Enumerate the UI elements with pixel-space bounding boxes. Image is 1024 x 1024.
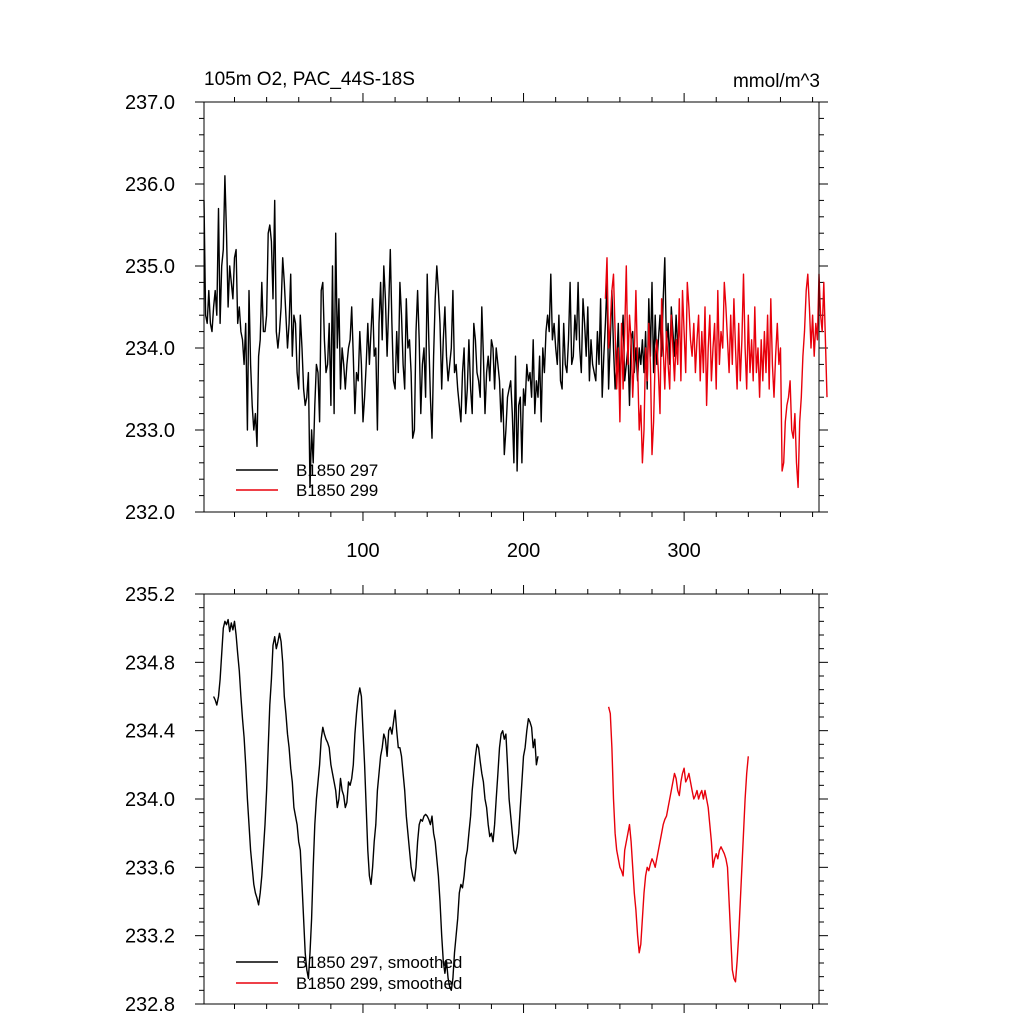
bottom-y-tick-labels: 232.8 233.2 233.6 234.0 234.4 234.8 235.2 (125, 584, 175, 1016)
top-legend: B1850 297 B1850 299 (236, 461, 378, 500)
series-line-1 (212, 618, 539, 991)
bottom-legend-label-1: B1850 297, smoothed (296, 953, 462, 972)
top-series-lines (203, 175, 828, 489)
x-tick-label: 200 (507, 540, 540, 562)
y-tick-label: 234.4 (125, 721, 175, 743)
y-tick-label: 234.0 (125, 338, 175, 360)
top-title: 105m O2, PAC_44S-18S (204, 69, 415, 90)
top-legend-label-1: B1850 297 (296, 461, 378, 480)
y-tick-label: 232.0 (125, 502, 175, 524)
x-tick-label: 300 (667, 540, 700, 562)
x-tick-label: 100 (346, 540, 379, 562)
y-tick-label: 233.0 (125, 420, 175, 442)
series-line-2 (607, 706, 749, 983)
y-tick-label: 234.8 (125, 652, 175, 674)
bottom-legend-label-2: B1850 299, smoothed (296, 974, 462, 993)
bottom-axis-ticks (195, 585, 828, 1013)
top-legend-label-2: B1850 299 (296, 481, 378, 500)
top-units: mmol/m^3 (733, 71, 820, 92)
series-line-2 (604, 257, 828, 489)
y-tick-label: 237.0 (125, 92, 175, 114)
bottom-legend: B1850 297, smoothed B1850 299, smoothed (236, 953, 462, 993)
top-axis-ticks (195, 93, 828, 521)
y-tick-label: 235.2 (125, 584, 175, 606)
bottom-plot-frame (203, 593, 820, 1005)
top-plot-frame (203, 101, 820, 513)
top-y-tick-labels: 232.0 233.0 234.0 235.0 236.0 237.0 (125, 92, 175, 524)
y-tick-label: 234.0 (125, 789, 175, 811)
top-x-tick-labels: 100 200 300 (346, 540, 701, 562)
top-panel: 105m O2, PAC_44S-18S mmol/m^3 232.0 233.0… (125, 69, 828, 562)
y-tick-label: 232.8 (125, 994, 175, 1016)
y-tick-label: 236.0 (125, 174, 175, 196)
series-line-1 (203, 175, 680, 489)
bottom-series-lines (212, 618, 749, 991)
y-tick-label: 235.0 (125, 256, 175, 278)
y-tick-label: 233.2 (125, 926, 175, 948)
bottom-panel: 232.8 233.2 233.6 234.0 234.4 234.8 235.2 B185… (125, 584, 828, 1016)
y-tick-label: 233.6 (125, 857, 175, 879)
